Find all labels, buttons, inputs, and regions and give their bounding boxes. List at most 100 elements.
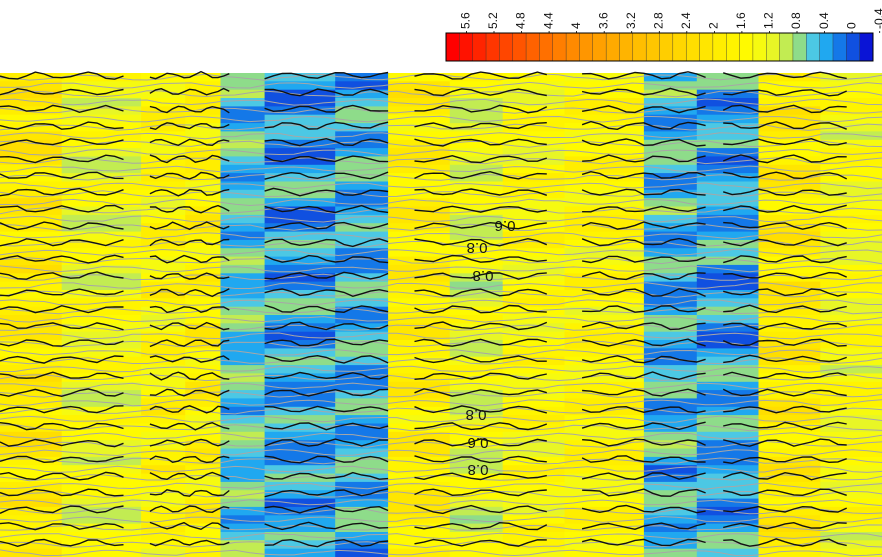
gray-isoline: [0, 457, 882, 465]
field-cell: [449, 506, 504, 516]
black-isoline: [149, 171, 230, 180]
colorbar-tick-label: 3.6: [596, 12, 610, 29]
field-cell: [820, 73, 882, 82]
field-cell: [61, 264, 142, 274]
black-isoline: [581, 138, 706, 147]
field-cell: [388, 448, 451, 458]
field-cell: [758, 356, 821, 366]
field-cell: [696, 114, 760, 124]
field-cell: [0, 281, 63, 291]
field-cell: [61, 506, 142, 516]
field-cell: [335, 331, 389, 341]
field-cell: [141, 189, 186, 199]
colorbar-tick-label: 0.4: [817, 12, 831, 29]
colorbar-swatch: [512, 32, 527, 62]
black-isoline: [149, 438, 230, 447]
field-cell: [185, 365, 222, 374]
field-cell: [61, 540, 142, 550]
colorbar-tick-label: 2.4: [679, 12, 693, 29]
field-cell: [335, 273, 389, 283]
field-cell: [564, 331, 645, 341]
black-isoline: [414, 237, 548, 247]
field-cell: [61, 164, 142, 174]
field-cell: [564, 415, 645, 424]
black-isoline: [0, 455, 124, 464]
field-cell: [820, 373, 882, 383]
field-cell: [141, 448, 186, 458]
field-cell: [502, 223, 565, 233]
field-cell: [61, 206, 142, 216]
field-cell: [502, 548, 565, 557]
field-cell: [643, 331, 698, 341]
field-cell: [502, 498, 565, 508]
field-cell: [564, 198, 645, 208]
field-cell: [449, 456, 504, 466]
field-cell: [820, 256, 882, 266]
black-isoline: [0, 522, 124, 531]
contour-label: 0.8: [473, 267, 494, 284]
field-cell: [820, 423, 882, 433]
field-cell: [335, 440, 389, 450]
field-cell: [185, 231, 222, 241]
field-cell: [335, 306, 389, 316]
gray-isoline: [0, 507, 882, 515]
field-cell: [502, 173, 565, 182]
field-cell: [61, 198, 142, 208]
field-cell: [758, 532, 821, 541]
field-cell: [0, 123, 63, 132]
field-cell: [564, 156, 645, 166]
contour-labels: 0.6 0.8 0.8 0.8 0.6 0.8: [466, 217, 516, 478]
field-cell: [0, 440, 63, 450]
field-cell: [264, 214, 336, 224]
black-isoline: [414, 304, 547, 314]
field-cell: [141, 365, 186, 374]
field-cell: [335, 548, 389, 557]
field-cell: [264, 465, 336, 475]
black-isoline: [582, 71, 706, 80]
field-cell: [643, 264, 698, 274]
black-isoline: [0, 388, 124, 398]
field-cell: [220, 506, 266, 516]
field-cell: [0, 148, 63, 157]
field-cell: [0, 390, 63, 399]
field-cell: [335, 415, 389, 424]
field-cell: [335, 373, 389, 383]
field-cell: [264, 231, 336, 241]
field-cell: [696, 373, 760, 383]
field-cell: [758, 306, 821, 316]
field-cell: [758, 223, 821, 233]
colorbar-tick-label: 1.2: [762, 12, 776, 29]
black-isoline: [149, 339, 230, 348]
field-cell: [388, 406, 451, 416]
gray-isoline: [0, 399, 882, 407]
field-cell: [0, 356, 63, 366]
field-cell: [141, 164, 186, 174]
field-cell: [0, 248, 63, 258]
colorbar-swatch: [672, 32, 687, 62]
field-cell: [0, 298, 63, 308]
field-cell: [564, 298, 645, 308]
field-cell: [0, 381, 63, 391]
field-cell: [643, 348, 698, 358]
black-isoline: [414, 254, 547, 263]
black-isoline: [264, 338, 389, 347]
field-cell: [696, 540, 760, 550]
field-cell: [220, 481, 266, 491]
black-isoline: [0, 271, 124, 280]
black-isoline: [0, 87, 124, 96]
field-cell: [185, 206, 222, 216]
field-cell: [564, 456, 645, 466]
field-cell: [335, 98, 389, 107]
field-cell: [335, 481, 389, 491]
black-isoline: [723, 488, 847, 497]
field-cell: [820, 131, 882, 141]
black-isoline: [723, 421, 847, 431]
field-cell: [388, 173, 451, 182]
black-isoline: [149, 188, 230, 197]
field-cell: [185, 114, 222, 124]
field-cell: [758, 506, 821, 516]
field-cell: [502, 365, 565, 374]
field-cell: [696, 365, 760, 374]
field-cell: [220, 490, 266, 500]
field-cell: [564, 164, 645, 174]
